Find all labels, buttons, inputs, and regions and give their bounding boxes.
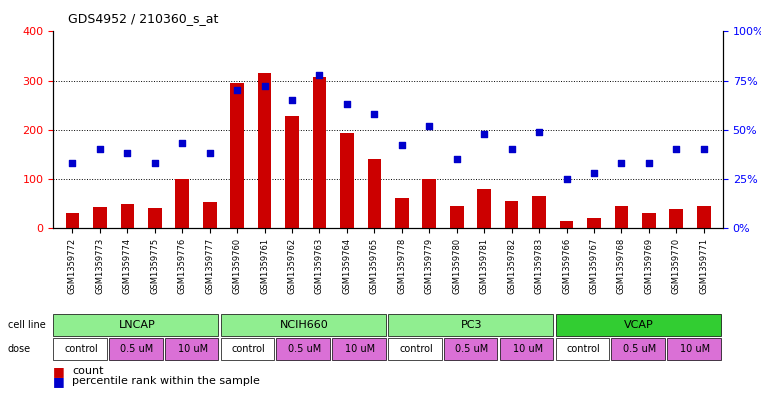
Point xyxy=(231,87,244,94)
Text: NCIH660: NCIH660 xyxy=(280,320,329,330)
Bar xyxy=(559,220,573,228)
Point xyxy=(587,170,600,176)
Bar xyxy=(175,179,189,228)
Point xyxy=(616,160,628,166)
Bar xyxy=(368,159,381,228)
Point xyxy=(643,160,655,166)
Bar xyxy=(313,77,326,228)
Point xyxy=(451,156,463,162)
Point xyxy=(560,176,572,182)
Bar xyxy=(450,206,463,228)
Text: 0.5 uM: 0.5 uM xyxy=(622,344,656,354)
Text: dose: dose xyxy=(8,344,30,354)
Bar xyxy=(697,206,711,228)
Point xyxy=(148,160,161,166)
Point xyxy=(478,130,490,137)
Text: PC3: PC3 xyxy=(461,320,482,330)
Bar xyxy=(395,198,409,228)
Bar xyxy=(93,208,107,228)
Text: GDS4952 / 210360_s_at: GDS4952 / 210360_s_at xyxy=(68,12,219,25)
Point xyxy=(121,150,133,156)
Bar xyxy=(615,206,629,228)
Text: 10 uM: 10 uM xyxy=(178,344,208,354)
Bar xyxy=(532,196,546,228)
Text: 0.5 uM: 0.5 uM xyxy=(120,344,154,354)
Text: 10 uM: 10 uM xyxy=(680,344,710,354)
Point xyxy=(533,129,545,135)
Point xyxy=(66,160,78,166)
Bar xyxy=(477,189,491,228)
Text: 10 uM: 10 uM xyxy=(513,344,543,354)
Text: 0.5 uM: 0.5 uM xyxy=(455,344,489,354)
Bar xyxy=(258,73,272,228)
Text: count: count xyxy=(72,366,103,376)
Bar xyxy=(120,204,134,228)
Point xyxy=(505,146,517,152)
Text: VCAP: VCAP xyxy=(624,320,654,330)
Text: 0.5 uM: 0.5 uM xyxy=(288,344,321,354)
Text: percentile rank within the sample: percentile rank within the sample xyxy=(72,376,260,386)
Point xyxy=(314,72,326,78)
Point xyxy=(396,142,408,149)
Bar xyxy=(231,83,244,228)
Point xyxy=(698,146,710,152)
Text: ■: ■ xyxy=(53,365,65,378)
Point xyxy=(423,123,435,129)
Bar xyxy=(285,116,299,228)
Text: 10 uM: 10 uM xyxy=(345,344,375,354)
Text: control: control xyxy=(566,344,600,354)
Bar xyxy=(670,209,683,228)
Bar xyxy=(65,213,79,228)
Text: LNCAP: LNCAP xyxy=(119,320,155,330)
Text: control: control xyxy=(399,344,433,354)
Point xyxy=(177,140,189,147)
Text: ■: ■ xyxy=(53,375,65,388)
Bar xyxy=(422,179,436,228)
Bar xyxy=(203,202,217,228)
Bar xyxy=(340,133,354,228)
Bar xyxy=(642,213,656,228)
Text: control: control xyxy=(64,344,98,354)
Point xyxy=(94,146,106,152)
Point xyxy=(368,111,380,117)
Point xyxy=(259,83,271,90)
Bar xyxy=(505,201,518,228)
Point xyxy=(204,150,216,156)
Text: cell line: cell line xyxy=(8,320,46,330)
Point xyxy=(286,97,298,103)
Text: control: control xyxy=(231,344,266,354)
Point xyxy=(341,101,353,107)
Point xyxy=(670,146,683,152)
Bar xyxy=(587,218,601,228)
Bar xyxy=(148,208,161,228)
